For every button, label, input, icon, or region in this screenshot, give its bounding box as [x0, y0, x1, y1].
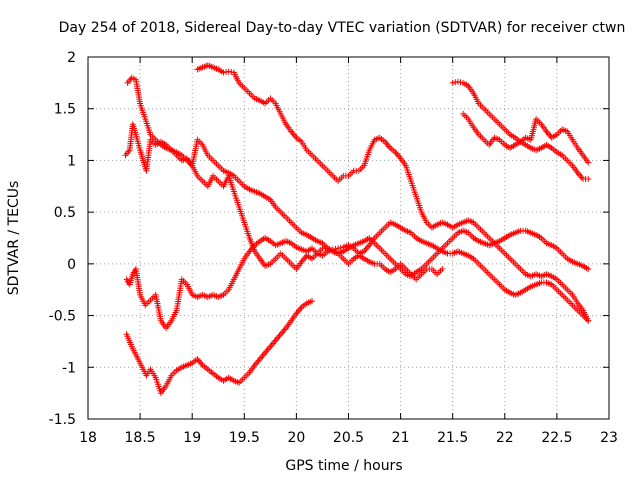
series-sat-e: [194, 62, 592, 324]
axis-ticks: [87, 56, 610, 420]
y-tick-label: 0.5: [54, 205, 76, 221]
series-sat-g: [460, 110, 592, 166]
y-tick-label: -0.5: [49, 309, 76, 325]
x-tick-label: 22: [496, 430, 514, 446]
y-axis-label: SDTVAR / TECUs: [6, 181, 22, 296]
data-marks: [122, 62, 592, 397]
y-tick-label: 0: [67, 257, 76, 273]
data-point: [449, 79, 456, 86]
x-tick-label: 18: [79, 430, 97, 446]
x-tick-label: 19: [183, 430, 201, 446]
data-point: [585, 176, 592, 182]
x-tick-label: 21.5: [437, 430, 468, 446]
y-tick-label: 2: [67, 50, 76, 66]
x-tick-labels: 18 18.5 19 19.5 20 20.5 21 21.5 22 22.5 23: [79, 430, 618, 446]
series-sat-c: [122, 121, 446, 283]
series-sat-f: [449, 78, 592, 182]
data-point: [585, 317, 592, 324]
x-tick-label: 21: [392, 430, 410, 446]
x-axis-label: GPS time / hours: [285, 458, 402, 474]
data-point: [457, 79, 464, 86]
series-sat-d: [124, 74, 592, 280]
x-tick-label: 20: [287, 430, 305, 446]
series-sat-a: [123, 298, 315, 397]
y-tick-label: -1: [62, 360, 76, 376]
x-tick-label: 22.5: [541, 430, 572, 446]
y-tick-label: 1: [67, 153, 76, 169]
y-tick-label: 1.5: [54, 102, 76, 118]
y-tick-labels: -1.5 -1 -0.5 0 0.5 1 1.5 2: [49, 50, 76, 428]
data-point: [585, 159, 592, 166]
data-point: [309, 298, 315, 305]
chart-title: Day 254 of 2018, Sidereal Day-to-day VTE…: [59, 20, 626, 36]
grid: [88, 57, 609, 419]
x-tick-label: 18.5: [125, 430, 156, 446]
data-point: [585, 266, 592, 272]
x-tick-label: 19.5: [229, 430, 260, 446]
data-point: [439, 266, 446, 272]
series-sat-b: [123, 219, 592, 331]
x-tick-label: 23: [600, 430, 618, 446]
x-tick-label: 20.5: [333, 430, 364, 446]
y-tick-label: -1.5: [49, 412, 76, 428]
